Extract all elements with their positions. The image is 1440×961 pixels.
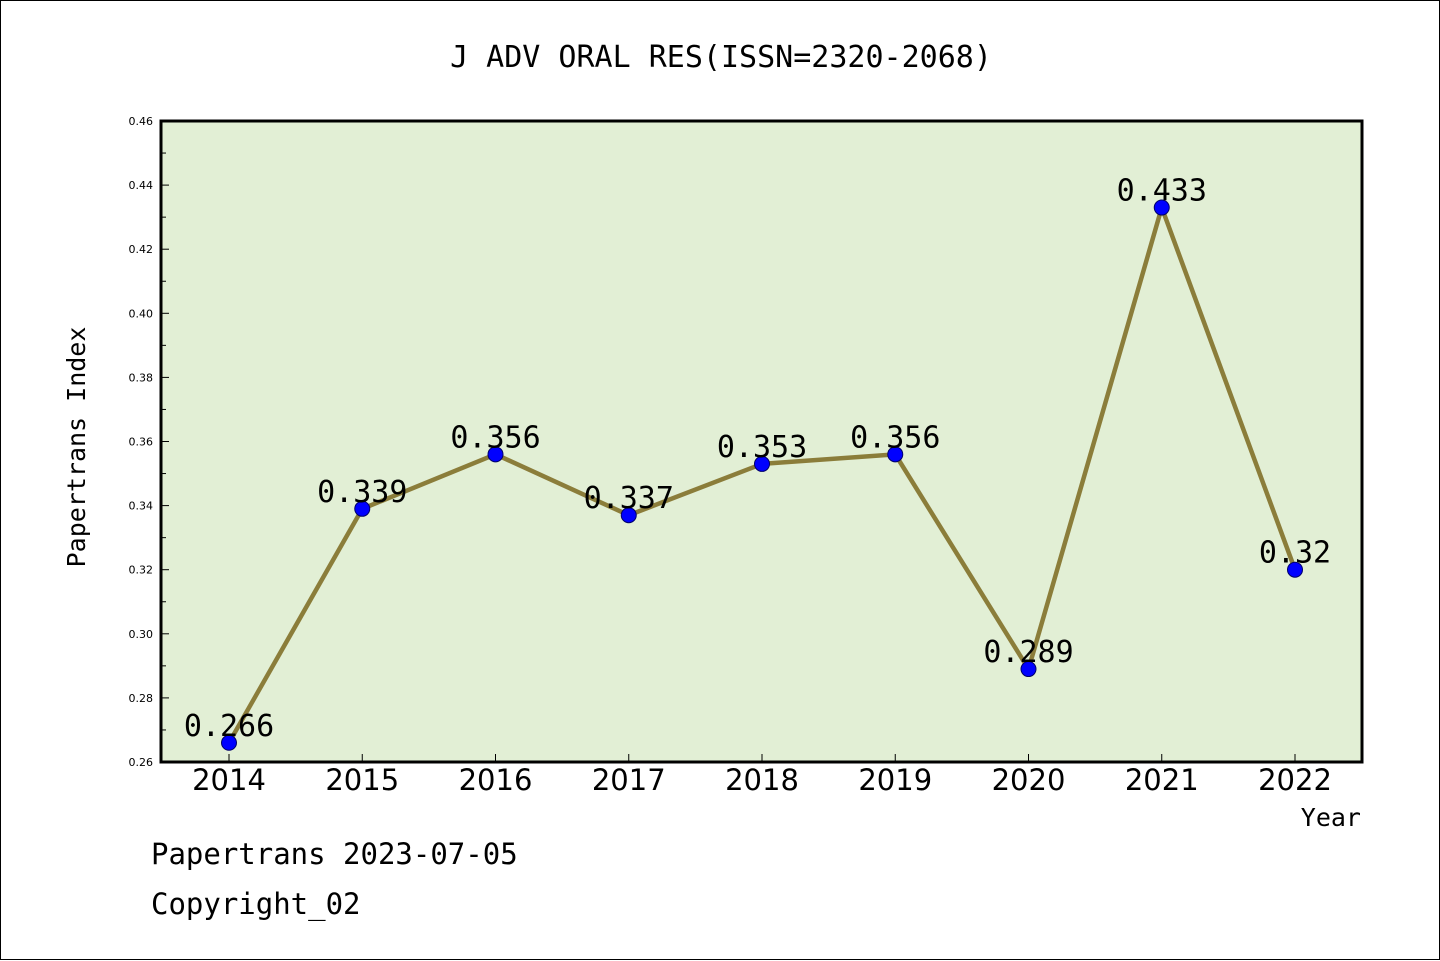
y-tick-label: 0.38 — [129, 371, 154, 384]
data-label: 0.353 — [717, 430, 807, 465]
y-tick-label: 0.46 — [129, 115, 154, 128]
x-tick-label: 2021 — [1125, 763, 1199, 797]
y-axis-label: Papertrans Index — [62, 327, 91, 568]
data-label: 0.433 — [1117, 174, 1207, 209]
data-label: 0.339 — [317, 475, 407, 510]
data-point — [1153, 199, 1170, 216]
footer-date: Papertrans 2023-07-05 — [151, 837, 518, 871]
y-tick-label: 0.26 — [129, 756, 154, 769]
y-tick-label: 0.34 — [129, 500, 154, 513]
data-labels: 0.266 0.339 0.356 0.337 0.353 0.356 0.289 0.433… — [184, 174, 1331, 744]
x-tick-label: 2019 — [858, 763, 932, 797]
plot-area — [159, 119, 1364, 764]
x-tick-label: 2014 — [192, 763, 266, 797]
y-tick-label: 0.30 — [129, 628, 154, 641]
data-point — [1020, 661, 1037, 678]
x-axis: 2014 2015 2016 2017 2018 2019 2020 2021 2022 — [192, 754, 1332, 797]
footer-copyright: Copyright_02 — [151, 887, 361, 921]
chart-title: J ADV ORAL RES(ISSN=2320-2068) — [450, 40, 992, 75]
data-point — [887, 446, 904, 463]
data-label: 0.337 — [584, 481, 674, 516]
data-label: 0.289 — [983, 635, 1073, 670]
data-point — [221, 734, 237, 751]
x-tick-label: 2016 — [459, 763, 533, 797]
data-label: 0.32 — [1259, 536, 1331, 571]
x-tick-label: 2018 — [725, 763, 799, 797]
x-tick-label: 2020 — [992, 763, 1066, 797]
data-label: 0.356 — [450, 420, 540, 455]
x-tick-label: 2017 — [592, 763, 666, 797]
x-tick-label: 2022 — [1258, 763, 1332, 797]
y-tick-label: 0.28 — [129, 692, 154, 705]
data-label: 0.266 — [184, 709, 274, 744]
data-point — [487, 446, 504, 463]
data-point — [1287, 561, 1303, 578]
x-tick-label: 2015 — [325, 763, 399, 797]
y-tick-label: 0.32 — [129, 564, 154, 577]
y-tick-label: 0.42 — [129, 243, 154, 256]
y-tick-label: 0.40 — [129, 307, 154, 320]
data-point — [354, 500, 371, 517]
data-point — [620, 507, 637, 524]
data-label: 0.356 — [850, 420, 940, 455]
y-tick-label: 0.36 — [129, 436, 154, 449]
data-markers — [221, 199, 1303, 751]
data-point — [754, 455, 770, 472]
y-axis: 0.26 0.28 0.30 0.32 0.34 0.36 0.38 0.40 0.42 0.44… — [129, 115, 169, 769]
y-tick-label: 0.44 — [129, 179, 154, 192]
x-axis-label: Year — [1301, 803, 1361, 832]
